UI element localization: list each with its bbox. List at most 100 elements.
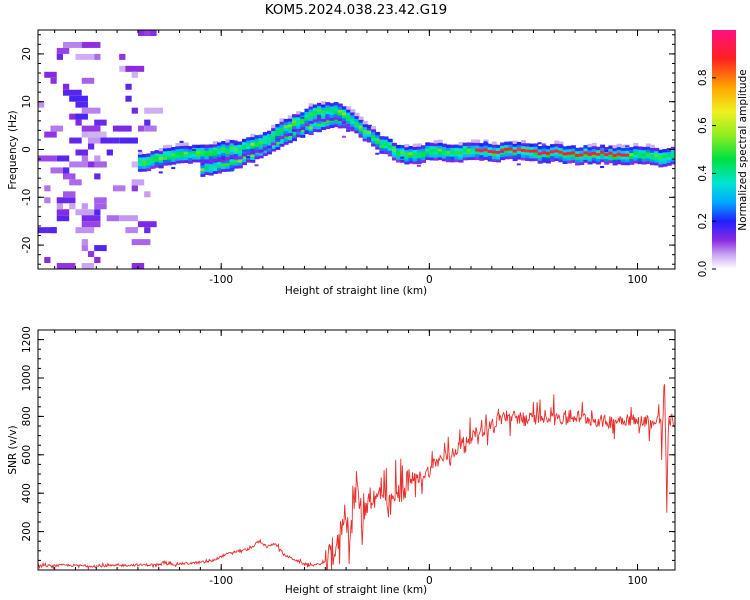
heat-cell [179, 151, 185, 155]
heat-cell [38, 227, 57, 234]
heat-cell [520, 145, 526, 150]
heat-cell [612, 162, 618, 166]
heat-cell [204, 158, 210, 163]
heat-cell [487, 155, 493, 159]
heat-cell [229, 148, 235, 152]
heat-cell [283, 124, 289, 129]
heat-cell [470, 156, 476, 160]
heat-cell [308, 131, 313, 134]
heat-cell [146, 156, 152, 160]
heat-cell [158, 147, 164, 152]
heat-cell [545, 160, 551, 164]
heat-cell [529, 157, 535, 162]
heat-cell [275, 132, 281, 136]
heat-cell [212, 141, 218, 145]
heat-cell [300, 134, 306, 138]
heat-cell [570, 151, 576, 155]
heat-cell [87, 131, 107, 138]
heat-cell [275, 123, 281, 128]
heat-cell [312, 104, 318, 108]
heat-cell [387, 147, 393, 151]
heat-cell [341, 111, 347, 116]
heat-cell [608, 156, 614, 161]
heat-cell [583, 147, 589, 152]
snr-ytick-label-2: 600 [21, 445, 33, 465]
heat-cell [470, 145, 476, 149]
heat-cell [408, 145, 414, 150]
heat-cell [470, 139, 476, 143]
heat-cell [579, 150, 585, 154]
heat-cell [537, 142, 542, 145]
snr-x-label: Height of straight line (km) [285, 584, 427, 596]
heat-cell [304, 130, 309, 133]
heat-cell [387, 138, 393, 143]
heat-cell [433, 157, 439, 161]
heat-cell [254, 155, 260, 160]
heat-cell [217, 170, 223, 174]
heat-cell [391, 142, 397, 147]
heat-cell [258, 143, 264, 147]
heat-cell [641, 152, 647, 156]
heat-cell [346, 112, 352, 116]
heat-cell [558, 153, 564, 157]
heat-cell [94, 155, 101, 162]
heat-cell [533, 143, 539, 147]
heat-cell [158, 162, 164, 166]
heat-cell [650, 153, 656, 157]
heat-cell [312, 125, 318, 130]
heat-cell [570, 148, 576, 152]
heat-cell [604, 150, 609, 153]
heat-cell [204, 165, 210, 170]
heat-cell [437, 156, 443, 161]
heat-cell [346, 126, 352, 130]
heat-cell [387, 153, 393, 157]
heat-cell [56, 47, 70, 54]
heat-cell [512, 152, 518, 156]
heat-cell [412, 160, 418, 165]
heat-cell [44, 71, 57, 78]
heat-cell [346, 106, 352, 110]
heat-cell [520, 142, 526, 147]
heat-cell [595, 155, 601, 159]
heat-cell [217, 150, 223, 155]
heat-cell [212, 158, 218, 162]
heat-cell [94, 257, 101, 264]
heat-cell [416, 143, 422, 147]
heat-cell [491, 147, 497, 151]
heat-cell [616, 152, 622, 156]
heat-cell [545, 154, 551, 158]
heat-cell [562, 157, 568, 162]
spec-ytick-label-3: 10 [21, 95, 33, 108]
heat-cell [56, 155, 70, 162]
heat-cell [316, 128, 322, 133]
heat-cell [81, 263, 95, 269]
heat-cell [321, 115, 327, 119]
heat-cell [525, 149, 531, 153]
heat-cell [144, 125, 157, 132]
heat-cell [504, 153, 510, 157]
heat-cell [487, 143, 493, 148]
heat-cell [433, 142, 439, 147]
heat-cell [462, 145, 468, 149]
heat-cell [371, 134, 377, 138]
snr-ytick-label-0: 200 [21, 522, 33, 542]
heat-cell [250, 156, 256, 160]
heat-cell [554, 146, 560, 150]
heat-cell [421, 156, 427, 161]
colorbar-tick-label-4: 0.8 [697, 69, 709, 86]
heat-cell [283, 133, 289, 137]
heat-cell [144, 30, 151, 36]
colorbar-label: Normalized spectral amplitude [737, 69, 749, 230]
heat-cell [119, 215, 138, 222]
heat-cell [50, 125, 63, 132]
heat-cell [179, 140, 184, 143]
heat-cell [291, 134, 297, 139]
heat-cell [575, 162, 581, 166]
heat-cell [604, 158, 610, 162]
heat-cell [600, 156, 606, 160]
heat-cell [404, 161, 410, 165]
heat-cell [641, 155, 647, 159]
heat-cell [512, 143, 518, 147]
heat-cell [154, 155, 160, 160]
heat-cell [233, 156, 239, 160]
